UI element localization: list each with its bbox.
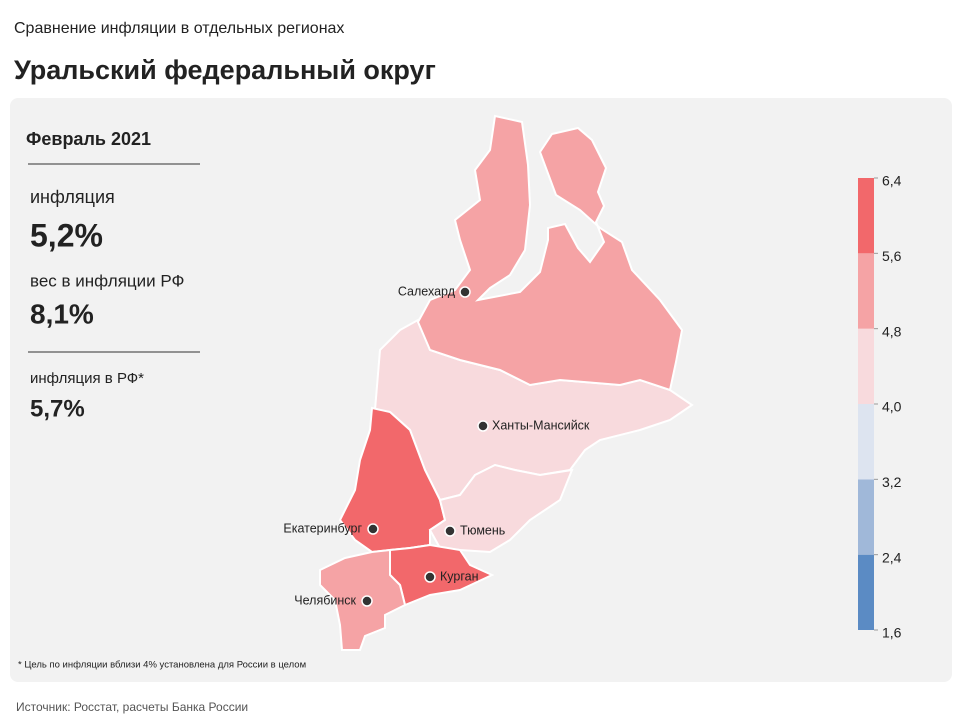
city-label: Курган [440,569,479,583]
stat-label: вес в инфляции РФ [30,271,184,290]
city-dot [477,420,489,432]
city-label: Тюмень [460,523,505,537]
city-dot [367,523,379,535]
legend-swatch [858,404,874,480]
title: Уральский федеральный округ [14,55,436,85]
city-label: Екатеринбург [283,521,362,535]
city-label: Челябинск [294,593,356,607]
subtitle: Сравнение инфляции в отдельных регионах [14,20,344,37]
legend-label: 2,4 [882,549,902,565]
legend-label: 4,8 [882,323,902,339]
legend-swatch [858,178,874,254]
stat-label: инфляция в РФ* [30,370,144,387]
stat-label: инфляция [30,187,115,207]
city-dot [444,525,456,537]
legend-swatch [858,479,874,555]
map [319,114,694,651]
legend-label: 4,0 [882,399,902,415]
city-label: Салехард [398,284,456,298]
legend-label: 3,2 [882,474,902,490]
legend-label: 5,6 [882,248,902,264]
source: Источник: Росстат, расчеты Банка России [16,700,248,714]
period: Февраль 2021 [26,129,151,149]
city-dot [424,571,436,583]
legend-label: 1,6 [882,625,902,641]
region [416,114,684,392]
stat-value: 8,1% [30,298,94,329]
stat-value: 5,7% [30,395,85,422]
legend-label: 6,4 [882,173,902,189]
city-label: Ханты-Мансийск [492,418,590,432]
legend-swatch [858,554,874,630]
city-dot [361,595,373,607]
footnote: * Цель по инфляции вблизи 4% установлена… [18,660,306,671]
stat-value: 5,2% [30,217,103,253]
region [428,463,574,554]
legend-swatch [858,328,874,404]
city-dot [459,286,471,298]
legend-swatch [858,253,874,329]
